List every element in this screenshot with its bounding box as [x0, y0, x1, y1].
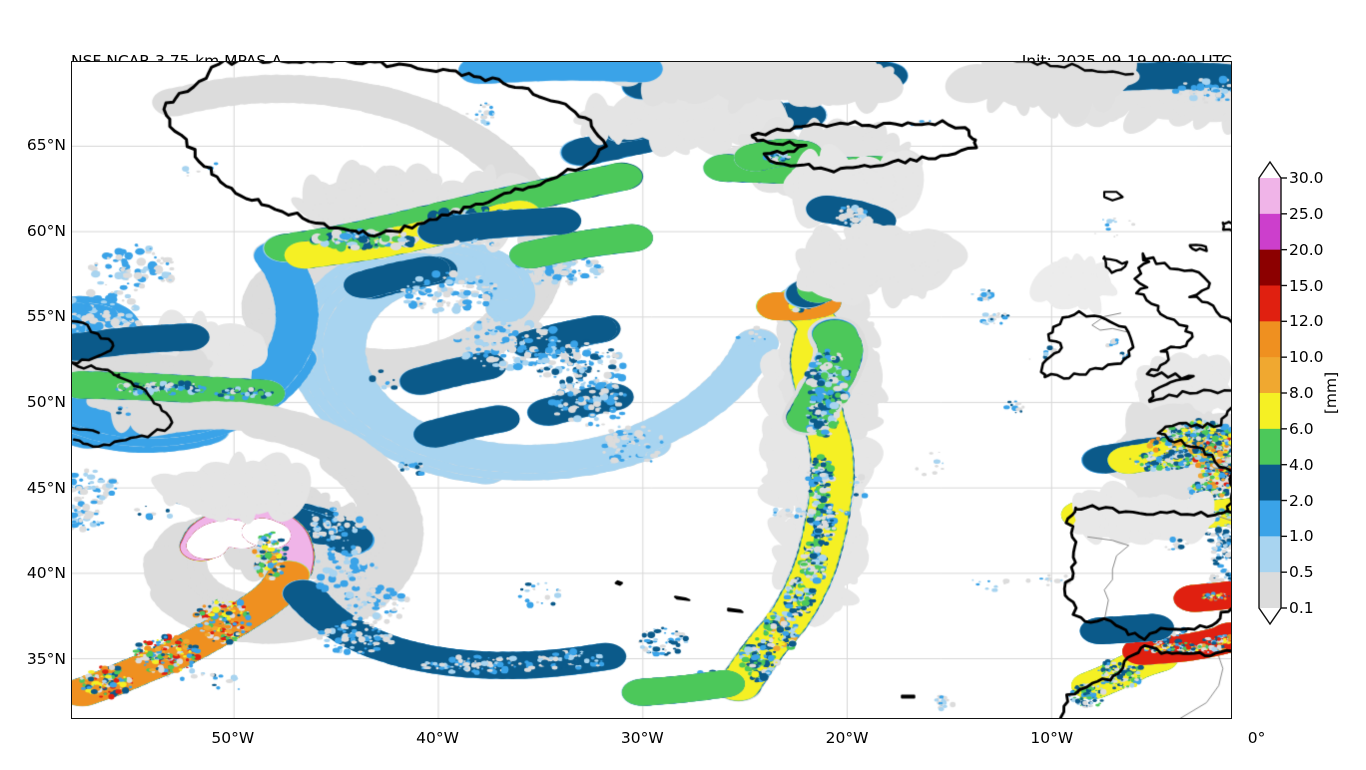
colorbar-tick-label: 6.0 — [1289, 419, 1314, 438]
lon-tick-label: 40°W — [416, 729, 459, 747]
lon-tick-label: 50°W — [211, 729, 255, 747]
lat-tick-label: 40°N — [26, 564, 66, 583]
colorbar-tick-label: 0.5 — [1289, 563, 1314, 582]
lat-tick-label: 45°N — [26, 478, 66, 497]
colorbar-tick-label: 30.0 — [1289, 169, 1324, 187]
lon-tick-label: 20°W — [825, 729, 869, 747]
map-plot-area — [71, 61, 1232, 719]
lon-tick-label: 30°W — [620, 729, 664, 747]
colorbar-tick-label: 15.0 — [1289, 276, 1324, 295]
colorbar-tick-label: 20.0 — [1289, 240, 1324, 259]
colorbar-tick-label: 10.0 — [1289, 348, 1324, 367]
lat-tick-label: 35°N — [26, 650, 66, 669]
lat-tick-label: 65°N — [26, 135, 66, 154]
colorbar-unit-label: [mm] — [1322, 371, 1340, 415]
lat-tick-label: 55°N — [26, 307, 66, 326]
colorbar-tick-label: 12.0 — [1289, 312, 1324, 331]
colorbar: 30.0 25.0 20.0 15.0 12.0 10.0 8.0 6.0 4.0 2.0 1.0 0… — [1255, 160, 1365, 630]
colorbar-tick-label: 0.1 — [1289, 599, 1314, 617]
colorbar-gradient — [1258, 160, 1287, 626]
lon-tick-label: 0° — [1247, 729, 1266, 747]
colorbar-tick-label: 8.0 — [1289, 384, 1314, 402]
colorbar-tick-label: 4.0 — [1289, 455, 1314, 474]
colorbar-tick-label: 1.0 — [1289, 527, 1314, 546]
precipitation-map-canvas — [72, 62, 1231, 718]
colorbar-tick-label: 25.0 — [1289, 204, 1324, 223]
lat-tick-label: 60°N — [26, 221, 66, 240]
colorbar-tick-label: 2.0 — [1289, 491, 1314, 510]
lat-tick-label: 50°N — [26, 392, 66, 411]
lon-tick-label: 10°W — [1030, 729, 1074, 747]
